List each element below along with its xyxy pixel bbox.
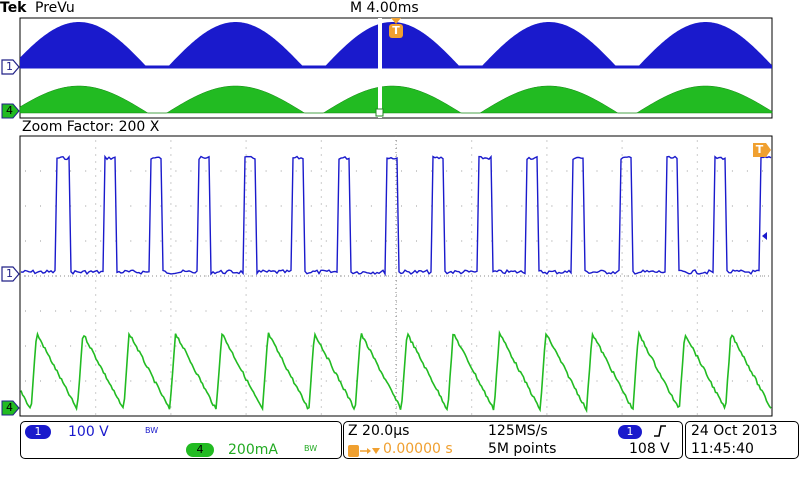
ch4-scale[interactable]: 200mA: [228, 442, 278, 458]
trigger-marker-label-overview: T: [392, 24, 400, 37]
trigger-marker-overview[interactable]: [389, 18, 403, 38]
zoom-ch1-waveform: [20, 154, 772, 277]
zoom-factor-label: Zoom Factor: 200 X: [22, 119, 160, 135]
ch1-badge[interactable]: 1: [25, 425, 51, 439]
ch4-ground-marker-overview[interactable]: [1, 103, 20, 119]
ch4-marker-label-zoom: 4: [6, 401, 13, 414]
overview-ch4-waveform: [19, 85, 773, 114]
sample-rate: 125MS/s: [488, 423, 548, 439]
zoom-timebase[interactable]: Z 20.0µs: [348, 423, 410, 439]
date: 24 Oct 2013: [691, 423, 778, 439]
channel-scale-panel[interactable]: 1 100 V BW 4 200mA BW: [20, 421, 342, 459]
ch1-ground-marker-overview[interactable]: [1, 59, 20, 75]
zoom-ch4-waveform: [20, 329, 772, 414]
trigger-position-icon: [348, 443, 382, 457]
ch4-bandwidth-limit: BW: [304, 444, 318, 453]
ch1-marker-label-zoom: 1: [6, 267, 13, 280]
trigger-position[interactable]: 0.00000 s: [383, 441, 453, 457]
brand-label: Tek: [0, 0, 27, 16]
timebase-trigger-panel[interactable]: Z 20.0µs 125MS/s 1 0.00000 s 5M points 1…: [343, 421, 683, 459]
overview-ch1-waveform: [20, 22, 772, 69]
trigger-source-badge[interactable]: 1: [618, 425, 642, 439]
ch4-badge[interactable]: 4: [186, 443, 214, 457]
trigger-level-arrow[interactable]: [762, 232, 767, 240]
main-timebase: M 4.00ms: [350, 0, 419, 16]
ch4-ground-marker-zoom[interactable]: [1, 400, 20, 416]
ch4-marker-label-overview: 4: [6, 104, 13, 117]
datetime-panel: 24 Oct 2013 11:45:40: [685, 421, 799, 459]
ch1-scale[interactable]: 100 V: [68, 424, 109, 440]
time: 11:45:40: [691, 441, 754, 457]
mode-label: PreVu: [35, 0, 75, 16]
zoom-position-marker[interactable]: [378, 18, 382, 118]
trigger-rising-edge-icon[interactable]: [652, 424, 668, 438]
trigger-level[interactable]: 108 V: [629, 441, 670, 457]
ch1-bandwidth-limit: BW: [145, 426, 159, 435]
ch1-ground-marker-zoom[interactable]: [1, 266, 20, 282]
zoom-graticule: [19, 135, 773, 417]
trigger-marker-zoom[interactable]: [753, 143, 771, 157]
ch1-marker-label-overview: 1: [6, 60, 13, 73]
trigger-marker-label-zoom: T: [755, 143, 764, 156]
record-length: 5M points: [488, 441, 557, 457]
